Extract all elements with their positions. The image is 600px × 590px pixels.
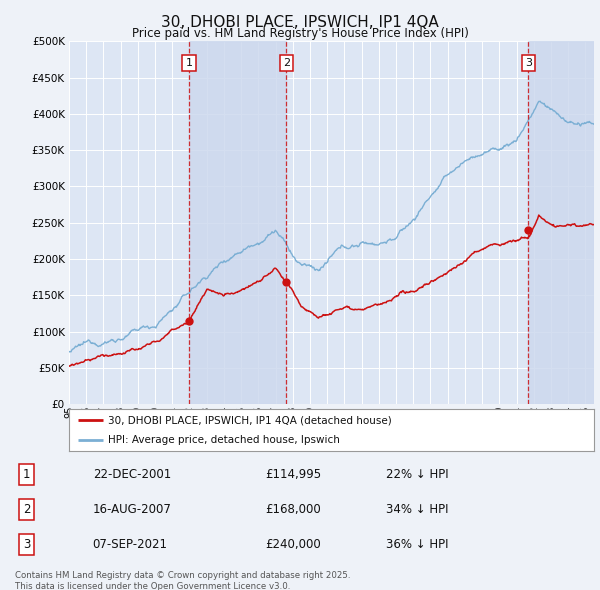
- Text: 2: 2: [23, 503, 30, 516]
- Text: Price paid vs. HM Land Registry's House Price Index (HPI): Price paid vs. HM Land Registry's House …: [131, 27, 469, 40]
- Text: 07-SEP-2021: 07-SEP-2021: [92, 538, 167, 551]
- Text: £114,995: £114,995: [265, 468, 322, 481]
- Text: HPI: Average price, detached house, Ipswich: HPI: Average price, detached house, Ipsw…: [109, 435, 340, 445]
- Text: 30, DHOBI PLACE, IPSWICH, IP1 4QA (detached house): 30, DHOBI PLACE, IPSWICH, IP1 4QA (detac…: [109, 415, 392, 425]
- Text: 3: 3: [525, 58, 532, 68]
- Text: 16-AUG-2007: 16-AUG-2007: [92, 503, 172, 516]
- Text: 1: 1: [23, 468, 30, 481]
- Text: 1: 1: [185, 58, 193, 68]
- Text: 36% ↓ HPI: 36% ↓ HPI: [386, 538, 449, 551]
- Text: 30, DHOBI PLACE, IPSWICH, IP1 4QA: 30, DHOBI PLACE, IPSWICH, IP1 4QA: [161, 15, 439, 30]
- Text: 34% ↓ HPI: 34% ↓ HPI: [386, 503, 449, 516]
- Bar: [529, 41, 594, 404]
- Text: 22% ↓ HPI: 22% ↓ HPI: [386, 468, 449, 481]
- Text: 22-DEC-2001: 22-DEC-2001: [92, 468, 171, 481]
- Text: 3: 3: [23, 538, 30, 551]
- Text: 2: 2: [283, 58, 290, 68]
- Text: Contains HM Land Registry data © Crown copyright and database right 2025.
This d: Contains HM Land Registry data © Crown c…: [15, 571, 350, 590]
- Text: £168,000: £168,000: [265, 503, 321, 516]
- Text: £240,000: £240,000: [265, 538, 321, 551]
- Bar: [189, 41, 286, 404]
